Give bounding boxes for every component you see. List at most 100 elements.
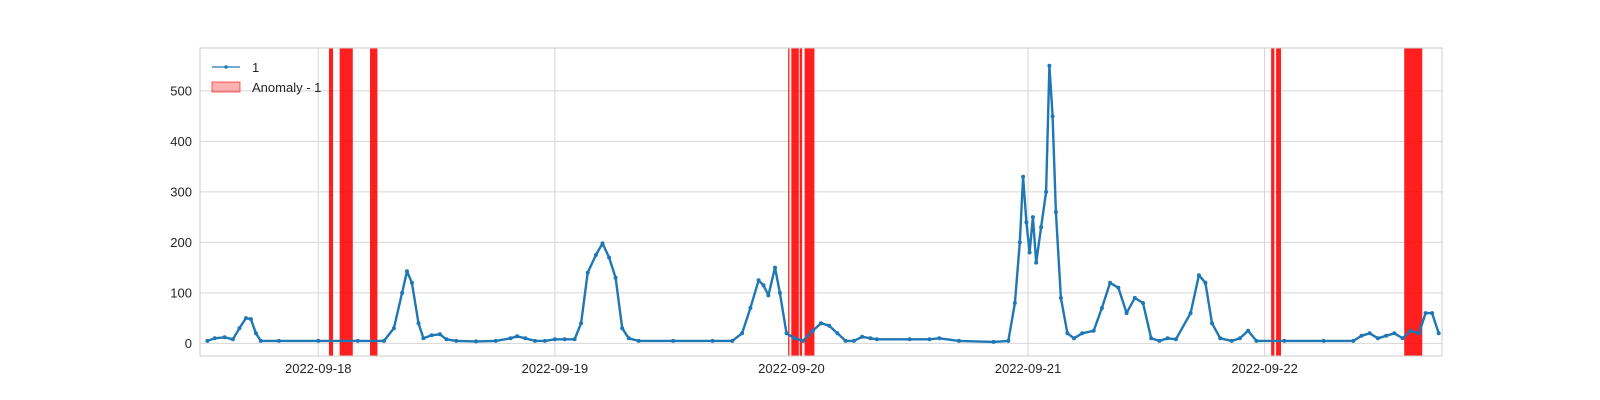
series-point <box>409 280 414 285</box>
series-point <box>766 293 771 298</box>
legend-anomaly-label: Anomaly - 1 <box>252 80 321 95</box>
series-point <box>382 338 386 343</box>
series-point <box>835 331 840 336</box>
series-point <box>874 337 879 342</box>
series-point <box>784 331 789 336</box>
plot-frame <box>199 47 1443 357</box>
series-point <box>230 337 235 342</box>
x-axis: 2022-09-18 2022-09-19 2022-09-20 2022-09-21… <box>285 361 1298 376</box>
series-point <box>585 270 590 275</box>
series-point <box>276 338 281 343</box>
series-point <box>222 335 227 340</box>
series-point <box>572 337 577 342</box>
series-point <box>237 326 242 331</box>
series-point <box>1030 215 1035 220</box>
series-point <box>454 338 459 343</box>
series-point <box>579 321 584 326</box>
series-point <box>552 337 557 342</box>
series-point <box>843 338 848 343</box>
series-point <box>1099 306 1104 310</box>
series-point <box>244 316 248 321</box>
series-point <box>316 338 321 343</box>
anomaly-region <box>328 48 334 356</box>
series-point <box>400 290 405 295</box>
series-point <box>620 326 625 331</box>
series-point <box>253 331 258 336</box>
y-tick-label: 500 <box>170 83 192 98</box>
series-point <box>437 332 442 337</box>
series-point <box>562 337 567 342</box>
legend-series-label: 1 <box>252 60 259 75</box>
series-point <box>474 339 478 344</box>
series-point <box>1196 273 1201 278</box>
series-layer <box>205 63 1441 344</box>
series-point <box>1400 336 1405 341</box>
series-point <box>851 338 856 343</box>
series-point <box>868 336 873 341</box>
series-point <box>1006 338 1011 343</box>
series-point <box>1375 336 1380 341</box>
y-tick-label: 400 <box>170 134 192 149</box>
series-point <box>1053 210 1058 215</box>
series-point <box>1321 338 1326 343</box>
series-point <box>773 265 777 270</box>
legend: 1 Anomaly - 1 <box>211 60 321 95</box>
series-point <box>523 336 528 341</box>
anomaly-region <box>804 48 815 356</box>
series-point <box>761 283 766 288</box>
series-point <box>444 337 449 342</box>
series-point <box>1282 338 1287 343</box>
legend-anomaly-swatch <box>211 81 241 93</box>
series-point <box>533 338 538 343</box>
series-point <box>1065 331 1070 336</box>
series-point <box>1384 333 1389 338</box>
series-point <box>1359 333 1364 338</box>
series-point <box>429 333 434 338</box>
series-point <box>827 323 832 328</box>
series-point <box>212 336 217 341</box>
y-tick-label: 0 <box>185 336 192 351</box>
y-axis: 0 100 200 300 400 500 <box>170 83 192 350</box>
grid-lines <box>200 48 1442 356</box>
series-point <box>248 317 253 322</box>
series-point <box>1012 301 1017 305</box>
series-point <box>626 336 631 341</box>
series-point <box>937 336 942 341</box>
series-point <box>1351 338 1356 343</box>
series-point <box>405 269 409 274</box>
series-point <box>1392 331 1397 336</box>
series-point <box>1039 225 1044 230</box>
series-point <box>493 338 498 343</box>
plot-background <box>200 48 1442 356</box>
series-point <box>1124 311 1129 316</box>
series-point <box>1246 328 1251 333</box>
series-point <box>1254 338 1259 343</box>
legend-series-marker <box>224 65 228 69</box>
anomaly-region <box>339 48 353 356</box>
x-tick-label: 2022-09-22 <box>1231 361 1298 376</box>
series-point <box>1024 220 1029 225</box>
series-point <box>421 336 426 341</box>
series-point <box>416 321 421 326</box>
series-point <box>1108 280 1113 285</box>
series-point <box>1027 250 1032 255</box>
series-point <box>1050 114 1055 119</box>
series-point <box>1210 321 1214 326</box>
series-point <box>671 338 676 343</box>
series-point <box>205 338 210 343</box>
series-point <box>1132 295 1137 300</box>
series-point <box>1116 285 1121 290</box>
x-tick-label: 2022-09-20 <box>758 361 825 376</box>
series-point <box>515 334 520 339</box>
series-point <box>1141 301 1145 305</box>
series-point <box>1173 337 1178 342</box>
series-point <box>1367 331 1372 336</box>
series-point <box>1423 311 1428 316</box>
y-tick-label: 300 <box>170 184 192 199</box>
y-tick-label: 100 <box>170 285 192 300</box>
series-point <box>1203 280 1208 285</box>
series-point <box>1417 331 1421 336</box>
series-point <box>355 338 360 343</box>
series-point <box>810 328 815 333</box>
series-point <box>1408 328 1413 333</box>
